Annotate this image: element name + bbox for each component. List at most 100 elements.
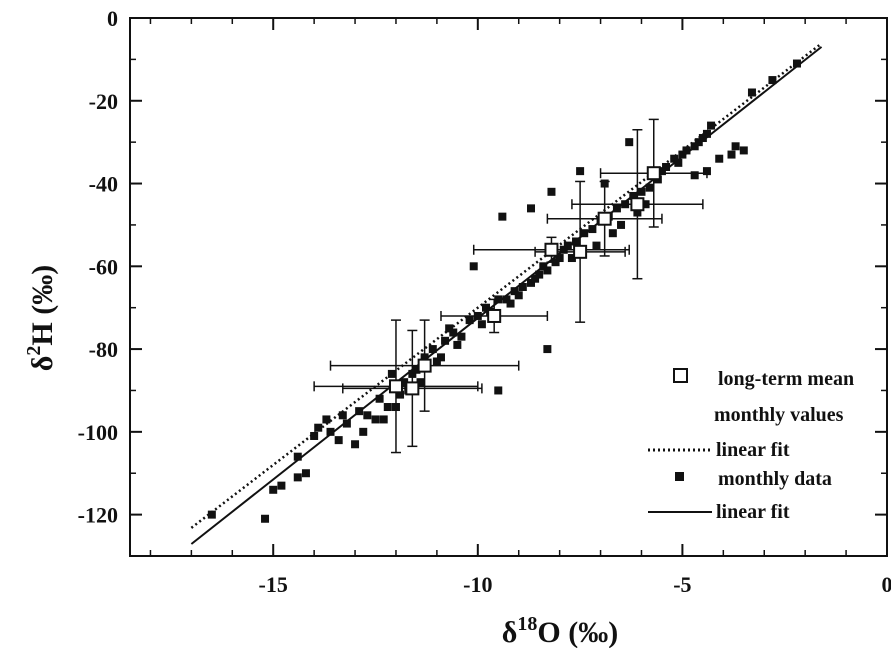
monthly-data-point — [477, 320, 486, 329]
monthly-data-point — [641, 200, 650, 209]
monthly-data-point — [428, 345, 437, 354]
monthly-data-point — [707, 121, 716, 130]
monthly-data-point — [322, 415, 331, 424]
monthly-data-point — [670, 154, 679, 163]
y-tick-label: -100 — [78, 420, 118, 445]
legend-label: linear fit — [716, 439, 790, 461]
monthly-data-point — [657, 167, 666, 176]
y-tick-label: -80 — [89, 337, 118, 362]
monthly-data-point — [633, 208, 642, 217]
monthly-data-point — [727, 150, 736, 159]
monthly-data-point — [326, 427, 335, 436]
monthly-data-point — [342, 419, 351, 428]
monthly-data-point — [432, 357, 441, 366]
monthly-data-point — [768, 76, 777, 85]
monthly-data-point — [355, 407, 364, 416]
x-axis-label-base: δ — [502, 616, 518, 648]
y-axis-label-rest: H (‰) — [26, 265, 59, 346]
monthly-data-point — [702, 167, 711, 176]
monthly-data-point — [387, 369, 396, 378]
monthly-data-point — [518, 283, 527, 291]
monthly-data-point — [396, 390, 405, 399]
monthly-data-point — [457, 332, 466, 341]
x-axis-label: δ18O (‰) — [502, 613, 618, 648]
monthly-data-point — [559, 245, 568, 254]
monthly-data-point — [379, 415, 388, 424]
monthly-data-point — [792, 59, 801, 68]
monthly-data-point — [694, 138, 703, 147]
monthly-data-point — [498, 212, 507, 221]
monthly-data-point — [698, 134, 707, 143]
monthly-data-point — [293, 452, 302, 461]
monthly-data-point — [449, 328, 458, 337]
y-axis-label: δ2H (‰) — [23, 265, 59, 371]
y-tick-label: 0 — [107, 6, 118, 31]
monthly-data-point — [543, 266, 552, 275]
monthly-data-point — [391, 403, 400, 412]
monthly-data-point — [588, 225, 597, 234]
monthly-data-point — [617, 220, 626, 229]
y-axis-label-sup: 2 — [23, 346, 45, 356]
monthly-data-point — [580, 229, 589, 238]
data-points — [207, 59, 801, 523]
legend-label: linear fit — [716, 501, 790, 523]
monthly-data-point — [535, 270, 544, 279]
monthly-data-point — [400, 378, 409, 387]
plot-frame — [129, 17, 888, 557]
y-tick-label: -20 — [89, 89, 118, 114]
monthly-data-point — [416, 378, 425, 387]
monthly-data-point — [531, 274, 540, 283]
monthly-data-point — [715, 154, 724, 163]
monthly-data-point — [494, 295, 503, 304]
axis-ticks: -15 -10 -5 0 0 -20 -40 -60 -80 -100 -120 — [78, 6, 891, 597]
x-tick-label: -10 — [463, 572, 492, 597]
monthly-data-point — [674, 158, 683, 167]
monthly-data-point — [412, 365, 421, 374]
y-tick-label: -40 — [89, 172, 118, 197]
monthly-data-point — [269, 485, 278, 494]
monthly-data-point — [621, 200, 630, 209]
monthly-data-point — [747, 88, 756, 97]
monthly-data-point — [506, 299, 515, 308]
monthly-data-point — [690, 142, 699, 151]
mean-point — [646, 166, 661, 181]
mean-point — [417, 358, 432, 373]
monthly-data-point — [469, 262, 478, 271]
monthly-data-point — [567, 254, 576, 263]
monthly-data-point — [539, 262, 548, 271]
mean-point — [405, 381, 420, 396]
y-tick-label: -120 — [78, 503, 118, 528]
mean-point — [597, 211, 612, 226]
monthly-data-point — [682, 146, 691, 155]
monthly-data-point — [441, 336, 450, 345]
legend: long-term mean monthly values linear fit mo… — [648, 368, 854, 523]
monthly-data-point — [629, 191, 638, 200]
monthly-data-point — [359, 427, 368, 436]
monthly-data-point — [592, 241, 601, 250]
monthly-data-point — [351, 440, 360, 449]
monthly-data-point — [293, 473, 302, 482]
monthly-data-point — [543, 345, 552, 354]
monthly-data-point — [547, 187, 556, 196]
monthly-data-point — [678, 150, 687, 159]
monthly-data-point — [645, 183, 654, 192]
legend-marker-open-square — [673, 368, 688, 383]
monthly-data-point — [514, 291, 523, 300]
x-axis-label-sup: 18 — [517, 613, 537, 635]
monthly-data-point — [314, 423, 323, 432]
monthly-data-point — [436, 353, 445, 362]
monthly-data-point — [662, 162, 671, 171]
monthly-data-point — [408, 369, 417, 378]
monthly-data-point — [551, 258, 560, 267]
monthly-data-point — [637, 187, 646, 196]
x-tick-label: -5 — [673, 572, 691, 597]
monthly-data-point — [625, 138, 634, 147]
legend-label: monthly values — [714, 404, 844, 426]
mean-point — [487, 308, 502, 323]
monthly-data-point — [277, 481, 286, 490]
monthly-data-point — [608, 229, 617, 238]
monthly-data-point — [453, 340, 462, 349]
monthly-data-point — [363, 411, 372, 420]
monthly-data-point — [702, 129, 711, 138]
monthly-data-point — [494, 386, 503, 395]
